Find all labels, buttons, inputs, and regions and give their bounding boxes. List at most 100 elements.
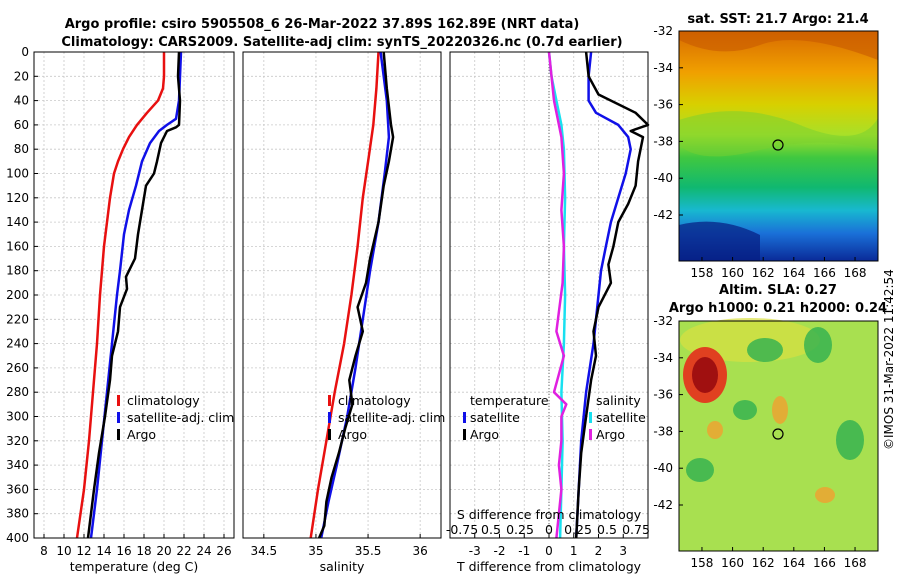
map-y-tick-label: -42 <box>653 498 673 512</box>
dl-satellite: satellite <box>470 410 520 425</box>
map-y-tick-label: -36 <box>653 98 673 112</box>
map-x-tick-label: 164 <box>782 556 805 570</box>
series-t-satellite <box>574 51 632 539</box>
dr-argo: Argo <box>596 427 625 442</box>
s-diff-tick-label: 0.75 <box>622 522 650 537</box>
x-tick-label: 12 <box>76 544 91 558</box>
map-y-tick-label: -42 <box>653 208 673 222</box>
y-tick-label: 400 <box>6 531 29 545</box>
series-s-argo <box>547 51 568 539</box>
map-y-tick-label: -40 <box>653 461 673 475</box>
sst-map-title: sat. SST: 21.7 Argo: 21.4 <box>687 12 868 27</box>
x-tick-label: 1 <box>570 544 578 558</box>
difference-legend-left: temperature satellite Argo <box>463 393 549 442</box>
y-tick-label: 120 <box>6 191 29 205</box>
map-y-tick-label: -36 <box>653 388 673 402</box>
map-x-tick-label: 162 <box>752 266 775 280</box>
legend-climatology: climatology <box>127 393 200 408</box>
y-tick-label: 80 <box>14 142 29 156</box>
sla-map-frame <box>678 320 879 552</box>
sla-low-4 <box>836 420 864 460</box>
temperature-panel: 0 20 40 60 80 100 120 140 160 180 200 220 240 260 280 3… <box>6 45 235 574</box>
difference-xlabel: T difference from climatology <box>456 559 642 574</box>
x-tick-label: 2 <box>595 544 603 558</box>
salinity-legend: climatology satellite-adj. clim Argo <box>328 393 445 442</box>
s-diff-tick-label: -0.75 <box>446 522 478 537</box>
dr-swatch-satellite <box>589 412 592 423</box>
x-tick-label: 3 <box>619 544 627 558</box>
y-tick-label: 220 <box>6 312 29 326</box>
y-tick-label: 160 <box>6 239 29 253</box>
sst-map-frame <box>678 30 879 262</box>
sla-high-core <box>692 357 718 393</box>
legend-swatch-climatology <box>117 395 120 406</box>
y-tick-label: 0 <box>21 45 29 59</box>
temperature-xlabel: temperature (deg C) <box>70 559 199 574</box>
sla-high-2 <box>772 396 788 424</box>
y-tick-label: 200 <box>6 288 29 302</box>
sst-cold-patch <box>679 221 760 261</box>
x-tick-label: 35.5 <box>355 544 382 558</box>
map-y-tick-label: -32 <box>653 314 673 328</box>
x-tick-label: -3 <box>469 544 481 558</box>
y-tick-label: 240 <box>6 337 29 351</box>
map-x-tick-label: 160 <box>721 556 744 570</box>
s-difference-label: S difference from climatology <box>457 507 642 522</box>
map-x-tick-label: 160 <box>721 266 744 280</box>
sla-low-2 <box>804 327 832 363</box>
sst-map-panel: sat. SST: 21.7 Argo: 21.4 158 160 162 164 16… <box>653 12 879 280</box>
y-tick-label: 360 <box>6 482 29 496</box>
s-diff-tick-label: 0 <box>545 522 553 537</box>
map-y-tick-label: -34 <box>653 61 673 75</box>
sla-high-4 <box>815 487 835 503</box>
salinity-axes-frame <box>242 51 442 539</box>
title-line-1: Argo profile: csiro 5905508_6 26-Mar-202… <box>65 17 580 32</box>
y-tick-label: 320 <box>6 434 29 448</box>
y-tick-label: 380 <box>6 507 29 521</box>
x-tick-label: 18 <box>136 544 151 558</box>
x-tick-label: 10 <box>56 544 71 558</box>
x-tick-label: 22 <box>176 544 191 558</box>
difference-panel: -3 -2 -1 0 1 2 3 T difference from climatology… <box>446 51 650 574</box>
map-x-tick-label: 168 <box>844 556 867 570</box>
sst-argo-marker <box>772 139 784 151</box>
sla-map-title-2: Argo h1000: 0.21 h2000: 0.24 <box>669 301 887 316</box>
legend-salinity-title: salinity <box>596 393 641 408</box>
x-tick-label: 36 <box>413 544 428 558</box>
sla-map-title-1: Altim. SLA: 0.27 <box>719 283 837 298</box>
s-legend-satellite-adj: satellite-adj. clim <box>338 410 445 425</box>
map-y-tick-label: -34 <box>653 351 673 365</box>
legend-swatch-argo <box>117 429 120 440</box>
dr-satellite: satellite <box>596 410 646 425</box>
s-legend-argo: Argo <box>338 427 367 442</box>
y-tick-label: 300 <box>6 410 29 424</box>
salinity-panel: 34.5 35 35.5 36 salinity climatology satell… <box>242 51 445 574</box>
temperature-legend: climatology satellite-adj. clim Argo <box>117 393 234 442</box>
y-tick-label: 20 <box>14 69 29 83</box>
x-tick-label: -2 <box>494 544 506 558</box>
series-satellite-adj-clim <box>319 51 391 539</box>
s-diff-tick-label: 0.25 <box>506 522 534 537</box>
difference-legend-right: salinity satellite Argo <box>589 393 646 442</box>
map-x-tick-label: 158 <box>691 556 714 570</box>
s-legend-climatology: climatology <box>338 393 411 408</box>
legend-temperature-title: temperature <box>470 393 549 408</box>
y-tick-label: 180 <box>6 264 29 278</box>
y-tick-label: 260 <box>6 361 29 375</box>
series-climatology <box>309 51 380 539</box>
map-x-tick-label: 168 <box>844 266 867 280</box>
map-x-tick-label: 164 <box>782 266 805 280</box>
sla-low-3 <box>733 400 757 420</box>
x-tick-label: 26 <box>216 544 231 558</box>
map-x-tick-label: 166 <box>813 556 836 570</box>
dr-swatch-argo <box>589 429 592 440</box>
legend-satellite-adj: satellite-adj. clim <box>127 410 234 425</box>
s-legend-swatch-climatology <box>328 395 331 406</box>
watermark: ©IMOS 31-Mar-2022 11:42:54 <box>882 269 896 450</box>
sla-low-1 <box>747 338 783 362</box>
s-diff-tick-label: 0.5 <box>597 522 617 537</box>
map-y-tick-label: -32 <box>653 24 673 38</box>
series-argo <box>317 51 395 539</box>
y-tick-label: 340 <box>6 458 29 472</box>
title-line-2: Climatology: CARS2009. Satellite-adj cli… <box>61 35 622 50</box>
